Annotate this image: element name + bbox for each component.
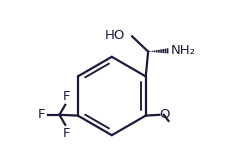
Text: O: O [159, 108, 169, 121]
Text: F: F [63, 90, 70, 103]
Text: NH₂: NH₂ [170, 44, 195, 57]
Text: F: F [63, 127, 70, 140]
Text: HO: HO [105, 29, 125, 42]
Text: F: F [38, 108, 45, 121]
